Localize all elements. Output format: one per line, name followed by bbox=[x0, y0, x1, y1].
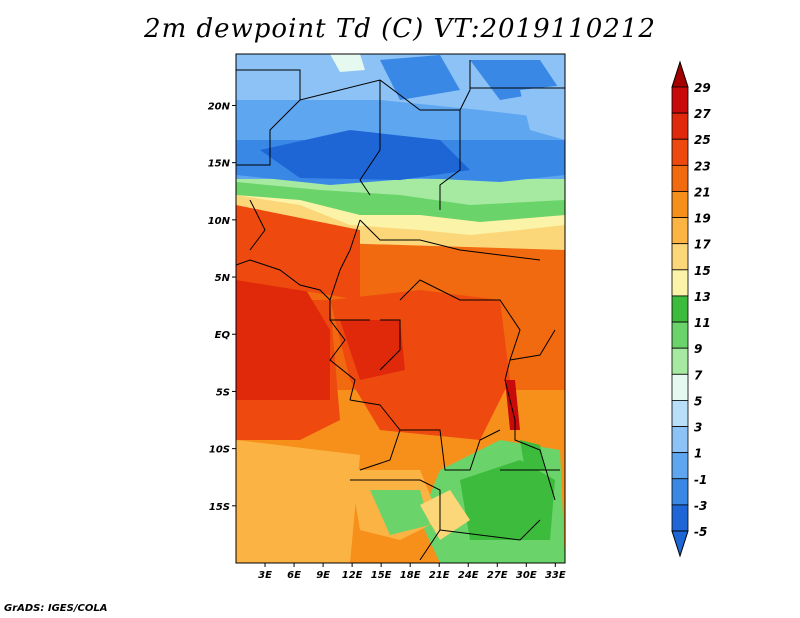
lon-tick-label: 15E bbox=[371, 570, 392, 581]
colorbar-label: -1 bbox=[694, 473, 707, 487]
colorbar: 29 27 25 23 21 19 17 15 13 11 9 7 5 3 1 -1 -3 -5 bbox=[671, 60, 711, 558]
colorbar-segment bbox=[671, 295, 689, 323]
colorbar-segment bbox=[671, 138, 689, 166]
lon-tick-label: 33E bbox=[545, 570, 566, 581]
colorbar-label: 7 bbox=[694, 368, 703, 382]
lon-tick-label: 12E bbox=[342, 570, 363, 581]
colorbar-label: 29 bbox=[694, 81, 711, 95]
colorbar-label: -5 bbox=[694, 525, 707, 539]
colorbar-segment bbox=[671, 478, 689, 506]
lat-tick-label: 5S bbox=[216, 387, 230, 398]
lat-tick-label: EQ bbox=[215, 330, 231, 341]
map-frame bbox=[235, 53, 566, 564]
lon-tick-label: 18E bbox=[400, 570, 421, 581]
colorbar-segment bbox=[671, 347, 689, 375]
colorbar-segment bbox=[671, 321, 689, 349]
colorbar-segment bbox=[671, 452, 689, 480]
colorbar-label: 21 bbox=[694, 185, 711, 199]
colorbar-segment bbox=[671, 426, 689, 454]
colorbar-segment bbox=[671, 269, 689, 297]
lon-tick-label: 30E bbox=[516, 570, 537, 581]
country-borders bbox=[236, 60, 565, 561]
colorbar-segment bbox=[671, 164, 689, 192]
lat-tick-label: 10N bbox=[208, 216, 231, 227]
colorbar-segment bbox=[671, 86, 689, 114]
colorbar-label: 1 bbox=[694, 447, 702, 461]
dewpoint-field bbox=[236, 54, 565, 563]
map-title: 2m dewpoint Td (C) VT:2019110212 bbox=[144, 14, 656, 44]
colorbar-label: 13 bbox=[694, 290, 711, 304]
colorbar-segment bbox=[671, 217, 689, 245]
lat-tick-label: 10S bbox=[209, 445, 230, 456]
lon-tick-label: 24E bbox=[458, 570, 479, 581]
colorbar-label: 25 bbox=[694, 133, 711, 147]
colorbar-label: -3 bbox=[694, 499, 707, 513]
colorbar-segment bbox=[671, 191, 689, 218]
colorbar-label: 3 bbox=[694, 421, 702, 435]
latitude-axis: 20N 15N 10N 5N EQ 5S 10S 15S bbox=[208, 101, 236, 513]
colorbar-label: 5 bbox=[694, 394, 702, 408]
colorbar-label: 15 bbox=[694, 264, 711, 278]
colorbar-segment bbox=[671, 373, 689, 401]
colorbar-bottom-arrow bbox=[671, 530, 689, 558]
colorbar-segment bbox=[671, 112, 689, 140]
lat-tick-label: 15N bbox=[208, 159, 231, 170]
colorbar-label: 9 bbox=[694, 342, 702, 356]
grads-credit: GrADS: IGES/COLA bbox=[4, 603, 108, 614]
colorbar-segment bbox=[671, 400, 689, 427]
lat-tick-label: 20N bbox=[208, 101, 231, 112]
lat-tick-label: 5N bbox=[215, 273, 231, 284]
colorbar-label: 11 bbox=[694, 316, 711, 330]
lat-tick-label: 15S bbox=[209, 502, 230, 513]
colorbar-segment bbox=[671, 504, 689, 532]
lon-tick-label: 21E bbox=[429, 570, 450, 581]
colorbar-label: 27 bbox=[694, 107, 711, 121]
lon-tick-label: 9E bbox=[316, 570, 330, 581]
lon-tick-label: 6E bbox=[287, 570, 301, 581]
colorbar-top-arrow bbox=[671, 60, 689, 88]
lon-tick-label: 27E bbox=[487, 570, 508, 581]
longitude-axis: 3E 6E 9E 12E 15E 18E 21E 24E 27E 30E 33E bbox=[258, 563, 566, 581]
colorbar-label: 17 bbox=[694, 238, 711, 252]
lon-tick-label: 3E bbox=[258, 570, 272, 581]
colorbar-label: 23 bbox=[694, 159, 711, 173]
colorbar-segment bbox=[671, 243, 689, 271]
colorbar-label: 19 bbox=[694, 212, 711, 226]
